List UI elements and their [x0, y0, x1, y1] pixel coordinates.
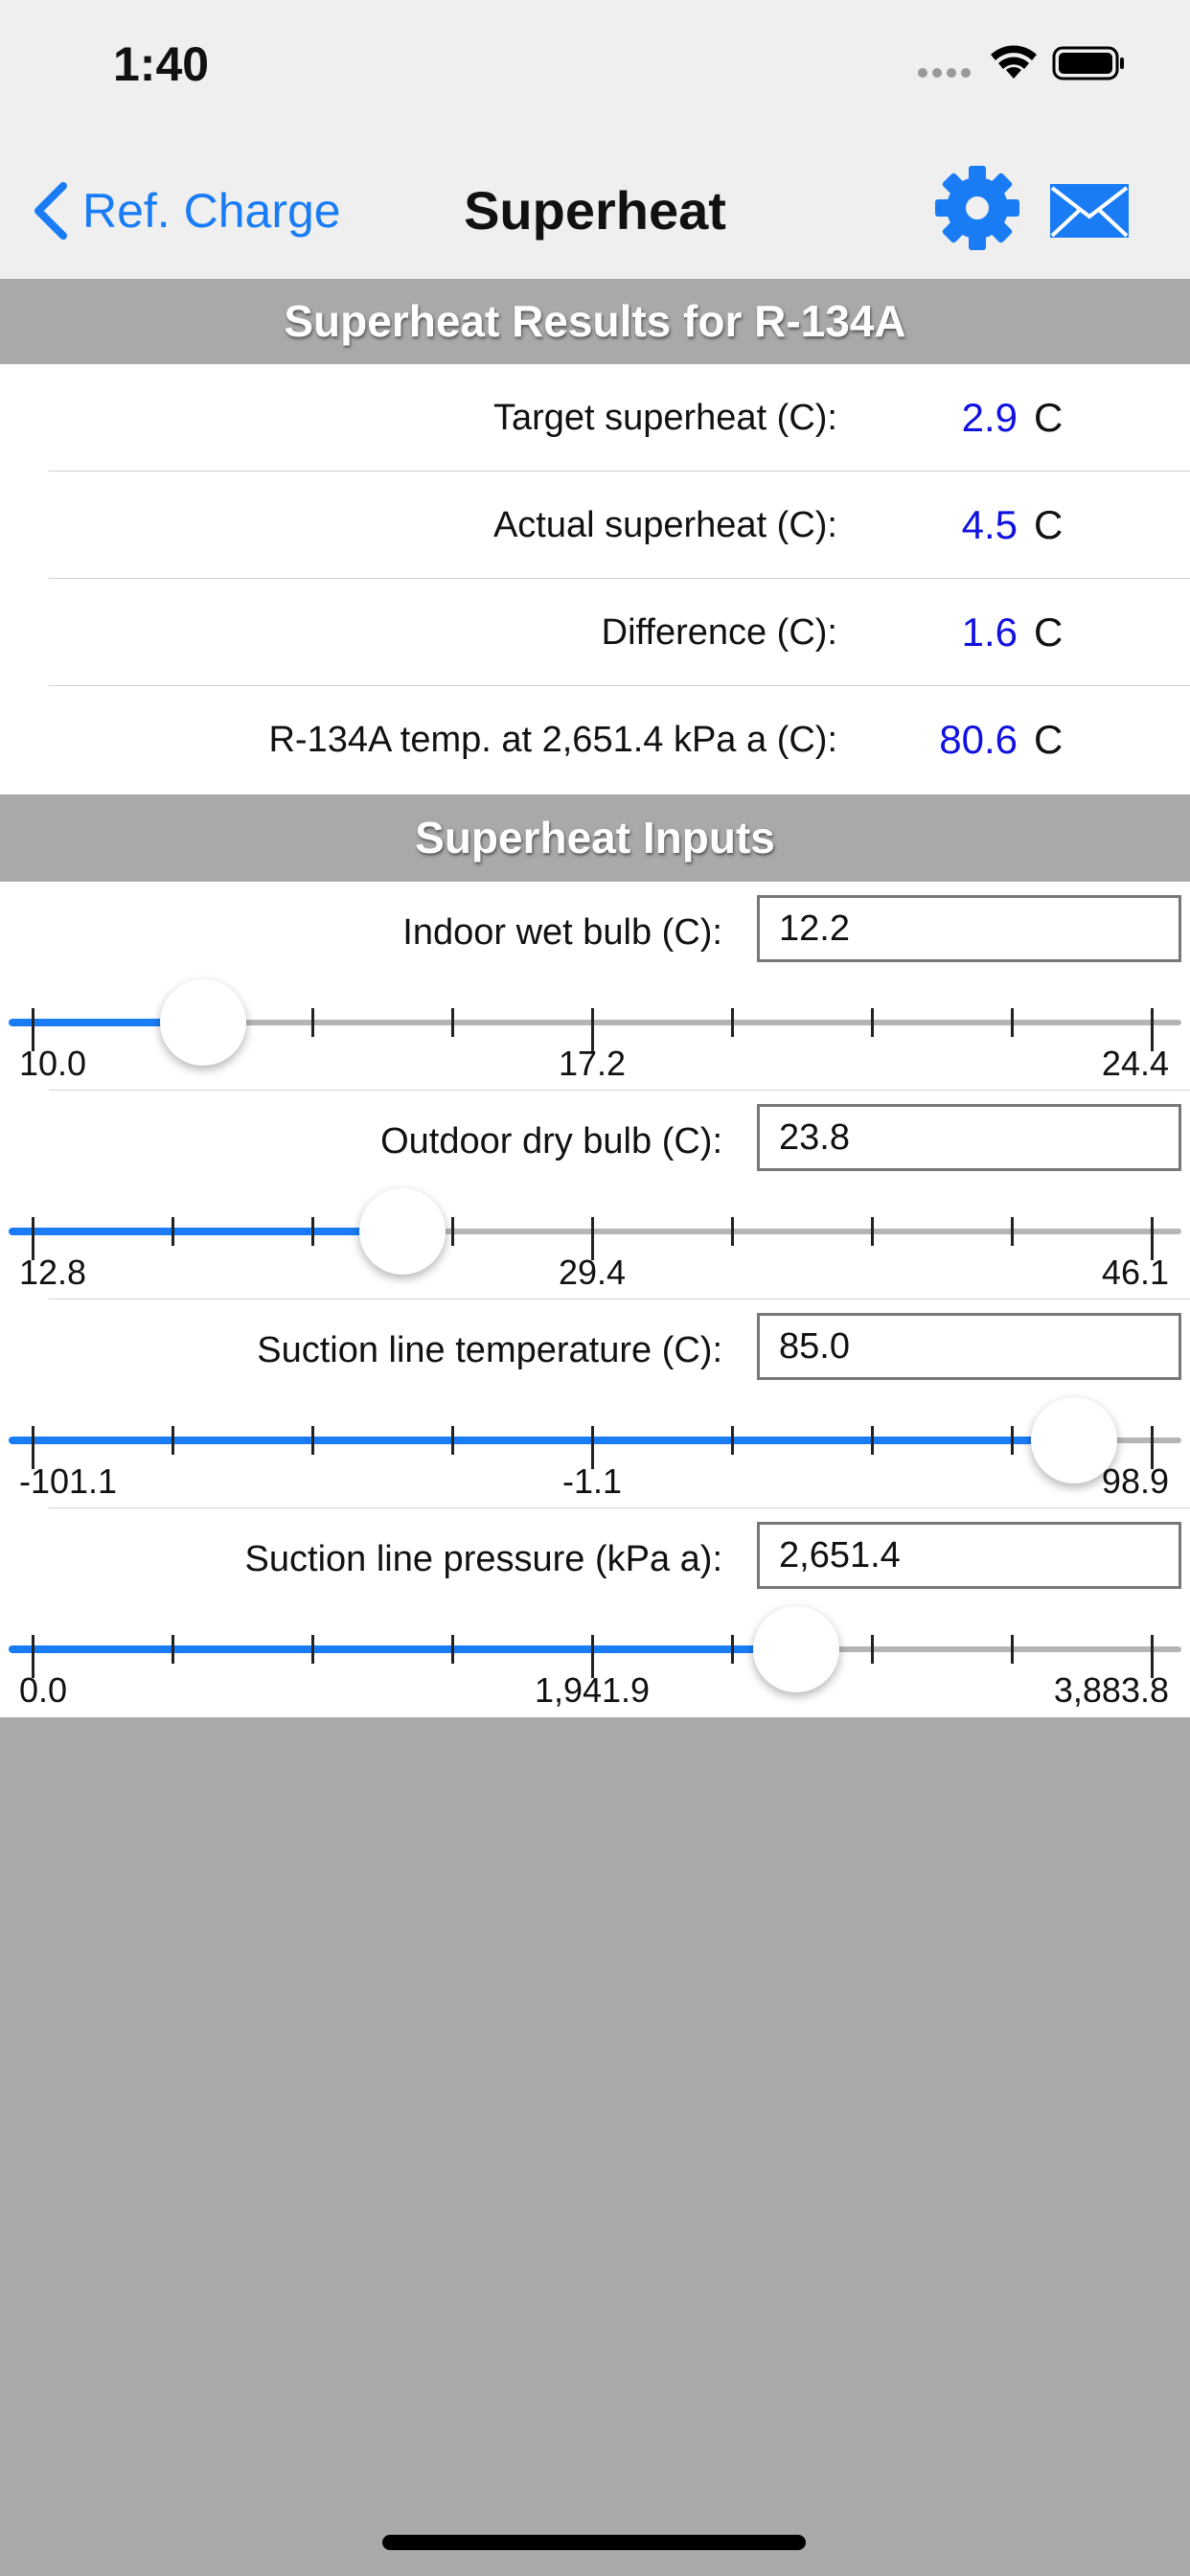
input-label: Suction line temperature (C):: [257, 1330, 722, 1370]
slider-tick: [310, 1426, 314, 1455]
results-panel: [0, 364, 1190, 794]
result-unit: C: [1034, 502, 1064, 547]
row-separator: [49, 1090, 1190, 1091]
slider-tick: [171, 1426, 174, 1455]
slider-tick: [31, 1635, 34, 1678]
result-value: 4.5: [961, 502, 1018, 547]
result-label: Actual superheat (C):: [492, 505, 837, 545]
slider-track: [9, 1020, 1181, 1025]
back-label: Ref. Charge: [82, 184, 341, 238]
home-indicator: [382, 2535, 806, 2550]
slider-tick: [310, 1635, 314, 1664]
input-label: Outdoor dry bulb (C):: [380, 1121, 722, 1162]
slider-tick: [730, 1008, 734, 1037]
slider-tick: [590, 1635, 594, 1678]
slider-tick: [1150, 1426, 1154, 1469]
slider-mid-label: 17.2: [558, 1044, 627, 1083]
row-separator: [49, 685, 1190, 686]
slider-tick: [870, 1217, 874, 1246]
slider-tick: [171, 1635, 174, 1664]
nav-title: Superheat: [464, 180, 726, 241]
row-separator: [49, 1299, 1190, 1300]
slider-min-label: 0.0: [19, 1670, 68, 1710]
slider-mid-label: -1.1: [561, 1461, 623, 1501]
slider-tick: [31, 1426, 34, 1469]
slider-min-label: 10.0: [19, 1044, 87, 1083]
back-button[interactable]: Ref. Charge: [25, 172, 341, 249]
slider-max-label: 3,883.8: [1053, 1670, 1169, 1710]
result-unit: C: [1034, 610, 1064, 655]
slider-tick: [450, 1008, 454, 1037]
input-field[interactable]: 12.2: [757, 895, 1181, 962]
row-separator: [49, 1507, 1190, 1508]
result-label: Target superheat (C):: [492, 398, 837, 438]
slider-tick: [1010, 1635, 1014, 1664]
slider-tick: [730, 1635, 734, 1664]
slider-thumb[interactable]: [1030, 1397, 1117, 1484]
status-icons: [918, 45, 1124, 80]
slider-max-label: 24.4: [1101, 1044, 1169, 1083]
slider-tick: [870, 1635, 874, 1664]
slider-tick: [450, 1635, 454, 1664]
slider-min-label: -101.1: [19, 1461, 118, 1501]
slider-fill: [9, 1437, 1074, 1444]
slider-thumb[interactable]: [358, 1188, 446, 1275]
result-value: 1.6: [961, 610, 1018, 655]
slider-fill: [9, 1019, 204, 1026]
input-field[interactable]: 2,651.4: [757, 1522, 1181, 1589]
slider-tick: [31, 1217, 34, 1260]
slider-mid-label: 1,941.9: [534, 1670, 651, 1710]
slider-thumb[interactable]: [753, 1606, 840, 1692]
settings-button[interactable]: [934, 165, 1020, 251]
slider-tick: [450, 1217, 454, 1246]
slider-fill: [9, 1645, 797, 1653]
input-label: Suction line pressure (kPa a):: [244, 1539, 722, 1579]
slider-tick: [590, 1008, 594, 1051]
slider-thumb[interactable]: [160, 979, 247, 1066]
slider-tick: [310, 1217, 314, 1246]
result-value: 2.9: [961, 395, 1018, 440]
result-unit: C: [1034, 395, 1064, 440]
result-label: R-134A temp. at 2,651.4 kPa a (C):: [268, 720, 837, 760]
slider-track: [9, 1229, 1181, 1234]
mail-button[interactable]: [1048, 182, 1131, 240]
slider-tick: [590, 1426, 594, 1469]
inputs-header: Superheat Inputs: [0, 794, 1190, 882]
input-field[interactable]: 23.8: [757, 1104, 1181, 1171]
slider-tick: [1150, 1635, 1154, 1678]
slider-tick: [450, 1426, 454, 1455]
slider-tick: [31, 1008, 34, 1051]
slider-mid-label: 29.4: [558, 1253, 627, 1292]
slider-tick: [870, 1008, 874, 1037]
slider-min-label: 12.8: [19, 1253, 87, 1292]
slider-tick: [1150, 1217, 1154, 1260]
result-label: Difference (C):: [601, 612, 837, 653]
slider-tick: [310, 1008, 314, 1037]
slider-tick: [730, 1217, 734, 1246]
slider-tick: [1010, 1217, 1014, 1246]
slider-max-label: 98.9: [1101, 1461, 1169, 1501]
status-time: 1:40: [113, 37, 210, 91]
result-unit: C: [1034, 717, 1064, 762]
slider-tick: [590, 1217, 594, 1260]
input-label: Indoor wet bulb (C):: [402, 912, 722, 953]
row-separator: [49, 578, 1190, 579]
slider-tick: [171, 1217, 174, 1246]
back-chevron: [34, 182, 67, 240]
input-field[interactable]: 85.0: [757, 1313, 1181, 1380]
slider-tick: [870, 1426, 874, 1455]
slider-fill: [9, 1228, 402, 1235]
slider-tick: [1150, 1008, 1154, 1051]
results-header: Superheat Results for R-134A: [0, 279, 1190, 364]
slider-max-label: 46.1: [1101, 1253, 1169, 1292]
slider-tick: [1010, 1008, 1014, 1037]
slider-tick: [1010, 1426, 1014, 1455]
row-separator: [49, 471, 1190, 472]
slider-tick: [730, 1426, 734, 1455]
result-value: 80.6: [939, 717, 1018, 762]
